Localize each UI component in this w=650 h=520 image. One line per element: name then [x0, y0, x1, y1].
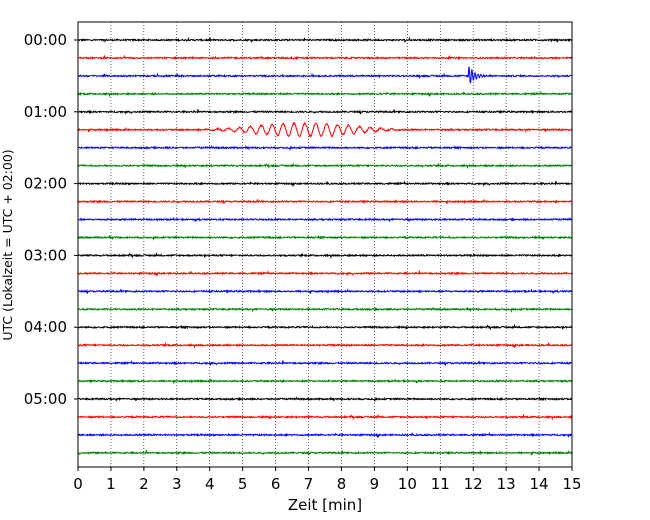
trace-line	[77, 396, 573, 403]
trace-line	[77, 66, 573, 85]
trace-line	[77, 323, 573, 331]
trace-line	[77, 359, 573, 366]
trace-line	[77, 90, 573, 98]
y-tick-label: 04:00	[24, 318, 67, 336]
y-tick-label: 02:00	[24, 175, 67, 193]
x-axis-ticks: 0 1 2 3 4 5 6 7 8 9 10 11 12 13 14 15	[73, 467, 582, 493]
trace-line	[77, 288, 573, 294]
x-tick-label: 14	[530, 475, 549, 493]
trace-line	[77, 216, 573, 223]
trace-line	[77, 341, 573, 349]
grid-lines	[110, 22, 540, 467]
x-tick-label: 15	[562, 475, 581, 493]
trace-line	[77, 378, 573, 384]
trace-line	[77, 306, 573, 313]
trace-line	[77, 121, 573, 138]
y-axis-ticks: 00:00 01:00 02:00 03:00 04:00 05:00	[24, 31, 78, 408]
y-tick-label: 05:00	[24, 390, 67, 408]
trace-line	[77, 449, 573, 456]
seismic-traces	[77, 36, 573, 456]
x-tick-label: 11	[431, 475, 450, 493]
x-tick-label: 8	[337, 475, 347, 493]
trace-line	[77, 198, 573, 204]
x-tick-label: 4	[205, 475, 215, 493]
x-tick-label: 12	[464, 475, 483, 493]
trace-line	[77, 270, 573, 277]
x-tick-label: 13	[497, 475, 516, 493]
y-tick-label: 00:00	[24, 31, 67, 49]
x-tick-label: 9	[370, 475, 380, 493]
y-axis-title: UTC (Lokalzeit = UTC + 02:00)	[0, 149, 15, 340]
trace-line	[77, 180, 573, 187]
x-axis-title: Zeit [min]	[288, 496, 362, 514]
x-tick-label: 6	[271, 475, 281, 493]
trace-line	[77, 431, 573, 439]
trace-line	[77, 162, 573, 170]
trace-line	[77, 36, 573, 44]
trace-line	[77, 54, 573, 61]
x-tick-label: 1	[106, 475, 116, 493]
trace-line	[77, 413, 573, 421]
y-tick-label: 03:00	[24, 246, 67, 264]
x-tick-label: 0	[73, 475, 83, 493]
x-tick-label: 7	[304, 475, 314, 493]
trace-line	[77, 234, 573, 241]
x-tick-label: 2	[139, 475, 149, 493]
x-tick-label: 10	[398, 475, 417, 493]
trace-line	[77, 252, 573, 260]
x-tick-label: 3	[172, 475, 182, 493]
x-tick-label: 5	[238, 475, 248, 493]
trace-line	[77, 109, 573, 115]
plot-frame	[77, 21, 573, 468]
y-tick-label: 01:00	[24, 103, 67, 121]
trace-line	[77, 144, 573, 152]
